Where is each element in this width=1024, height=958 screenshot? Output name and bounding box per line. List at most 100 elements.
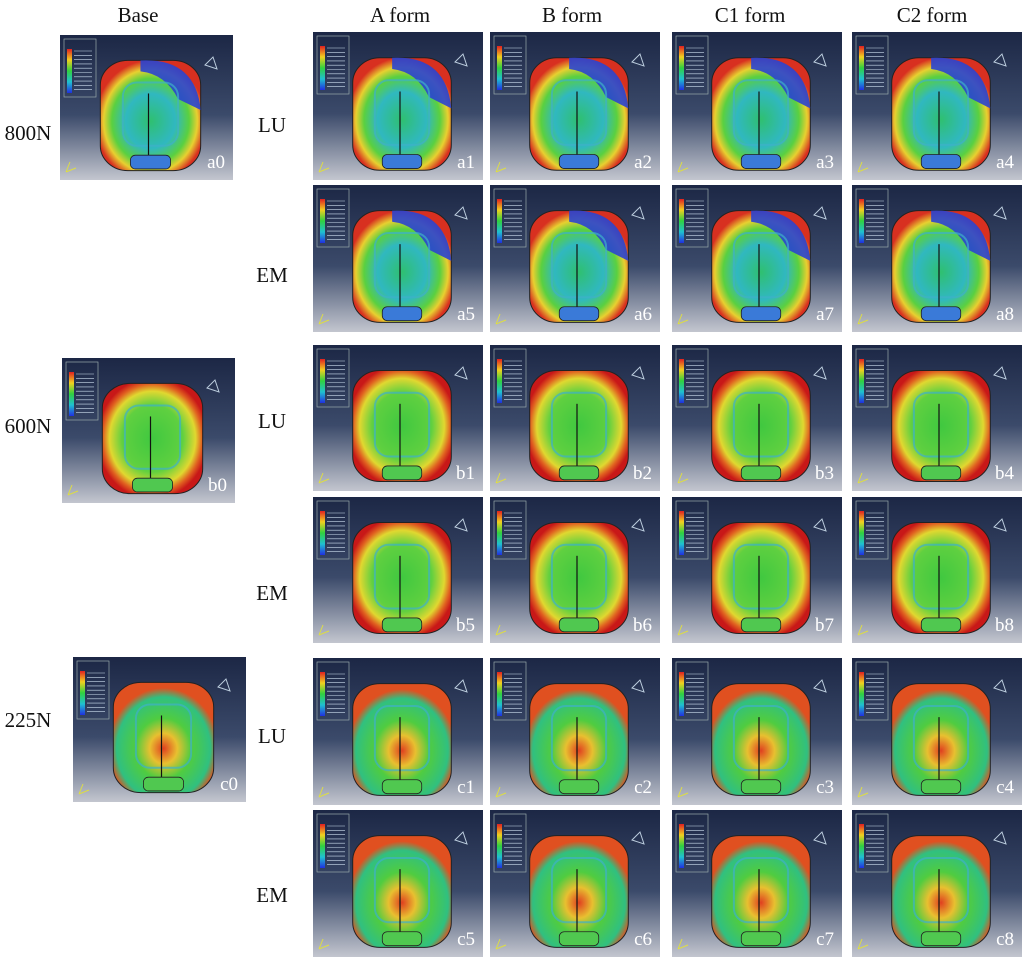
axis-icon bbox=[318, 472, 330, 484]
legend-scale bbox=[80, 671, 85, 715]
panel-label: a5 bbox=[457, 304, 475, 325]
axis-icon bbox=[677, 624, 689, 636]
restoration bbox=[740, 154, 782, 169]
inner-fossa bbox=[732, 231, 790, 299]
triad bbox=[206, 379, 220, 393]
inner-fossa bbox=[550, 704, 608, 772]
inner-fossa bbox=[373, 79, 431, 146]
legend-scale bbox=[497, 672, 502, 716]
legend-scale bbox=[859, 511, 864, 555]
row-label: EM bbox=[256, 581, 288, 605]
column-header: B form bbox=[542, 3, 602, 27]
inner-fossa bbox=[550, 231, 608, 299]
axis-icon bbox=[857, 313, 869, 325]
panel-label: c4 bbox=[996, 777, 1014, 798]
legend-box bbox=[63, 38, 97, 98]
triad bbox=[454, 518, 468, 532]
legend-box bbox=[493, 813, 527, 873]
panel-label: c7 bbox=[816, 929, 834, 950]
fea-panel: b1 bbox=[313, 345, 483, 491]
fea-panel: c5 bbox=[313, 810, 483, 957]
legend-scale bbox=[67, 49, 72, 93]
panel-label: a0 bbox=[207, 152, 225, 173]
inner-fossa bbox=[134, 703, 193, 769]
axis-icon bbox=[318, 938, 330, 950]
inner-fossa bbox=[123, 404, 182, 470]
axis-icon bbox=[318, 624, 330, 636]
fea-panel: a3 bbox=[672, 32, 842, 180]
axis-icon bbox=[857, 161, 869, 173]
legend-box bbox=[316, 813, 350, 873]
row-label: LU bbox=[258, 409, 286, 433]
legend-scale bbox=[320, 359, 325, 403]
axis-icon bbox=[677, 313, 689, 325]
restoration bbox=[558, 154, 600, 169]
panel-label: a2 bbox=[634, 152, 652, 173]
tooth bbox=[891, 522, 991, 634]
panel-label: c1 bbox=[457, 777, 475, 798]
restoration bbox=[381, 617, 423, 633]
tooth bbox=[529, 370, 629, 482]
restoration bbox=[381, 931, 423, 947]
triad bbox=[813, 679, 827, 693]
tooth bbox=[112, 681, 215, 794]
restoration bbox=[920, 779, 962, 795]
legend-scale bbox=[859, 672, 864, 716]
tooth bbox=[891, 370, 991, 482]
load-label: 225N bbox=[5, 708, 52, 732]
fea-panel: c4 bbox=[852, 658, 1022, 805]
axis-icon bbox=[78, 783, 90, 795]
legend-box bbox=[855, 348, 889, 408]
inner-fossa bbox=[732, 543, 790, 610]
axis-icon bbox=[495, 938, 507, 950]
tooth bbox=[352, 522, 452, 634]
fea-panel: a4 bbox=[852, 32, 1022, 180]
triad bbox=[454, 679, 468, 693]
restoration bbox=[143, 776, 184, 792]
axis-icon bbox=[857, 786, 869, 798]
restoration bbox=[920, 617, 962, 633]
legend-box bbox=[675, 661, 709, 721]
triad bbox=[993, 518, 1007, 532]
restoration bbox=[920, 154, 962, 169]
restoration bbox=[740, 931, 782, 947]
tooth bbox=[529, 683, 629, 796]
fea-panel: c1 bbox=[313, 658, 483, 805]
restoration bbox=[740, 779, 782, 795]
legend-box bbox=[675, 813, 709, 873]
restoration bbox=[130, 154, 171, 170]
row-label: LU bbox=[258, 724, 286, 748]
triad bbox=[631, 53, 645, 67]
restoration bbox=[558, 617, 600, 633]
legend-scale bbox=[320, 824, 325, 868]
legend-scale bbox=[679, 46, 684, 90]
tooth bbox=[352, 683, 452, 796]
legend-box bbox=[65, 361, 99, 421]
fea-panel: b3 bbox=[672, 345, 842, 491]
inner-fossa bbox=[550, 391, 608, 458]
axis-icon bbox=[677, 472, 689, 484]
inner-fossa bbox=[121, 81, 180, 147]
load-label: 800N bbox=[5, 121, 52, 145]
fea-panel: b7 bbox=[672, 497, 842, 643]
panel-label: b4 bbox=[995, 463, 1015, 484]
triad bbox=[631, 518, 645, 532]
panel-label: c6 bbox=[634, 929, 652, 950]
legend-box bbox=[855, 188, 889, 248]
tooth bbox=[891, 835, 991, 948]
legend-scale bbox=[497, 199, 502, 243]
fea-panel: c0 bbox=[73, 657, 246, 802]
panel-label: a3 bbox=[816, 152, 834, 173]
legend-box bbox=[675, 35, 709, 95]
triad bbox=[217, 678, 231, 692]
axis-icon bbox=[318, 786, 330, 798]
inner-fossa bbox=[550, 543, 608, 610]
axis-icon bbox=[677, 161, 689, 173]
legend-scale bbox=[497, 359, 502, 403]
panel-label: b0 bbox=[208, 475, 227, 496]
tooth bbox=[891, 683, 991, 796]
legend-scale bbox=[320, 46, 325, 90]
fea-panel: a6 bbox=[490, 185, 660, 332]
panel-label: b7 bbox=[815, 615, 834, 636]
restoration bbox=[558, 306, 600, 322]
